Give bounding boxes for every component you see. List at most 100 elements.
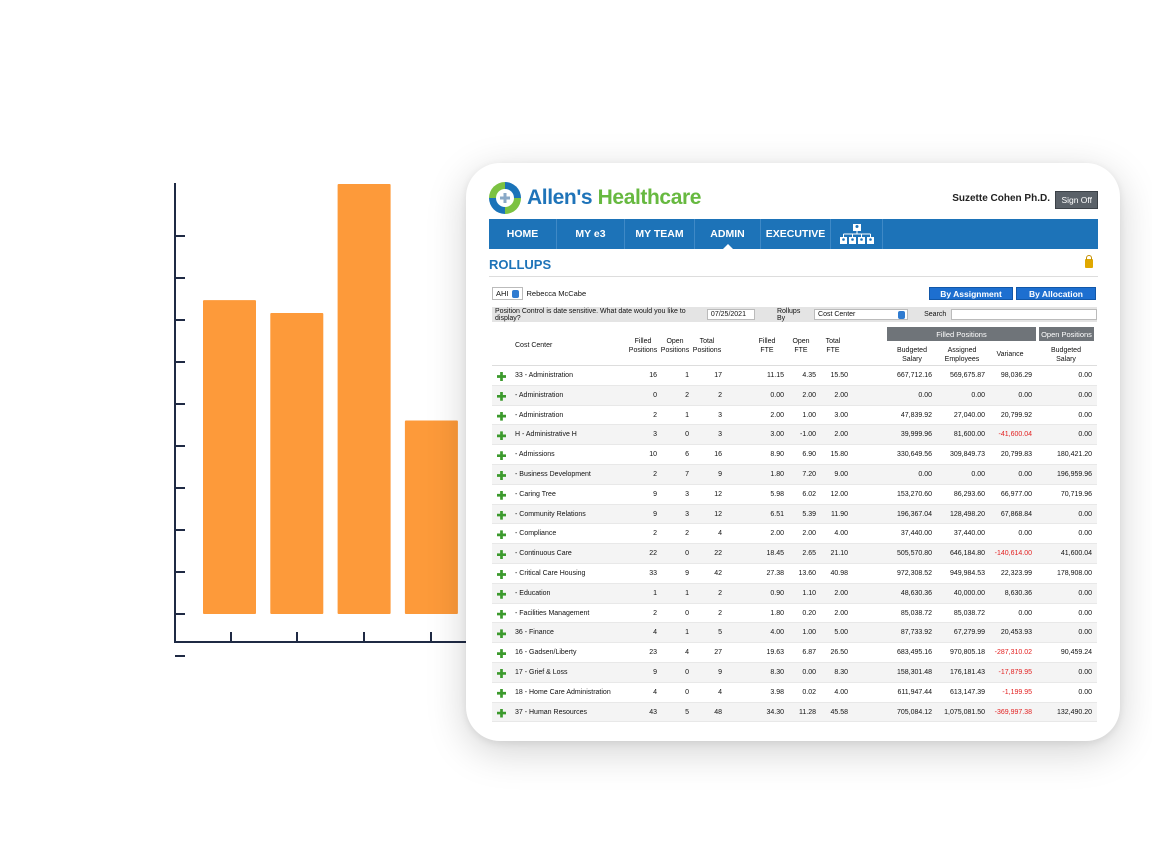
nav-my-e3[interactable]: MY e3: [557, 219, 625, 249]
table-row[interactable]: - Admissions 10 6 16 8.90 6.90 15.80 330,649.56…: [492, 445, 1097, 465]
cell-total-positions: 3: [718, 411, 722, 419]
cell-budgeted-salary: 972,308.52: [896, 569, 932, 577]
nav-executive[interactable]: EXECUTIVE: [761, 219, 831, 249]
user-name: Suzette Cohen Ph.D.: [952, 193, 1050, 204]
cell-total-fte: 2.00: [834, 391, 848, 399]
expand-plus-icon[interactable]: [497, 490, 506, 500]
cell-assigned-employees: 970,805.18: [949, 649, 985, 657]
cell-total-positions: 16: [714, 451, 722, 459]
filter-bar: Position Control is date sensitive. What…: [492, 307, 1097, 322]
expand-plus-icon[interactable]: [497, 629, 506, 639]
header-line: Salary: [902, 356, 922, 363]
date-input[interactable]: 07/25/2021: [706, 309, 755, 320]
col-filled-fte: Filled FTE: [752, 337, 782, 355]
col-variance: Variance: [996, 351, 1024, 358]
cell-open-fte: 1.00: [802, 411, 816, 419]
sign-off-button[interactable]: Sign Off: [1055, 191, 1098, 209]
table-row[interactable]: - Facilities Management 2 0 2 1.80 0.20 2.00 85…: [492, 604, 1097, 624]
header-line: FTE: [794, 347, 808, 354]
table-row[interactable]: - Administration 2 1 3 2.00 1.00 3.00 47,839.92…: [492, 406, 1097, 426]
table-row[interactable]: 37 - Human Resources 43 5 48 34.30 11.28 45.58…: [492, 702, 1097, 723]
expand-plus-icon[interactable]: [497, 510, 506, 520]
expand-plus-icon[interactable]: [497, 391, 506, 401]
nav-home[interactable]: HOME: [489, 219, 557, 249]
rollups-by-select[interactable]: Cost Center: [814, 309, 909, 320]
cell-open-fte: 1.10: [802, 589, 816, 597]
cell-filled-fte: 34.30: [766, 708, 784, 716]
expand-plus-icon[interactable]: [497, 411, 506, 421]
cell-open-positions: 3: [685, 510, 689, 518]
expand-plus-icon[interactable]: [497, 668, 506, 678]
table-row[interactable]: 33 - Administration 16 1 17 11.15 4.35 15.50 66…: [492, 366, 1097, 386]
page-title: ROLLUPS: [489, 257, 552, 272]
col-open-fte: Open FTE: [786, 337, 816, 355]
lock-icon[interactable]: [1085, 255, 1093, 268]
cell-filled-fte: 8.30: [770, 668, 784, 676]
expand-plus-icon[interactable]: [497, 470, 506, 480]
header-line: Total: [699, 338, 715, 345]
nav-admin[interactable]: ADMIN: [695, 219, 761, 249]
expand-plus-icon[interactable]: [497, 708, 506, 718]
cell-cost-center: - Facilities Management: [515, 609, 590, 617]
expand-plus-icon[interactable]: [497, 530, 506, 540]
cell-cost-center: 36 - Finance: [515, 629, 554, 637]
table-row[interactable]: 18 - Home Care Administration 4 0 4 3.98 0.02…: [492, 683, 1097, 703]
cell-variance: -17,879.95: [998, 668, 1032, 676]
cell-open-fte: 13.60: [798, 569, 816, 577]
main-nav: HOME MY e3 MY TEAM ADMIN EXECUTIVE: [489, 219, 1098, 249]
cell-assigned-employees: 613,147.39: [949, 688, 985, 696]
table-row[interactable]: - Continuous Care 22 0 22 18.45 2.65 21.10 505,…: [492, 544, 1097, 564]
cell-filled-fte: 0.00: [770, 391, 784, 399]
table-row[interactable]: H - Administrative H 3 0 3 3.00 -1.00 2.00 39,9…: [492, 425, 1097, 446]
cell-open-fte: 1.00: [802, 629, 816, 637]
brand-logo[interactable]: Allen's Healthcare: [489, 181, 701, 215]
table-row[interactable]: - Critical Care Housing 33 9 42 27.38 13.60 40…: [492, 564, 1097, 584]
by-allocation-button[interactable]: By Allocation: [1016, 287, 1096, 300]
table-row[interactable]: - Caring Tree 9 3 12 5.98 6.02 12.00 153,270.60…: [492, 485, 1097, 505]
expand-plus-icon[interactable]: [497, 569, 506, 579]
org-chart-icon[interactable]: [831, 219, 883, 249]
expand-plus-icon[interactable]: [497, 649, 506, 659]
rollups-by-value: Cost Center: [818, 311, 856, 318]
expand-plus-icon[interactable]: [497, 451, 506, 461]
cell-total-fte: 21.10: [830, 550, 848, 558]
cell-total-fte: 2.00: [834, 431, 848, 439]
by-assignment-button[interactable]: By Assignment: [929, 287, 1013, 300]
table-row[interactable]: - Compliance 2 2 4 2.00 2.00 4.00 37,440.00 37,4…: [492, 524, 1097, 545]
table-row[interactable]: - Administration 0 2 2 0.00 2.00 2.00 0.00 0.00 0…: [492, 385, 1097, 406]
cell-assigned-employees: 27,040.00: [953, 411, 985, 419]
expand-plus-icon[interactable]: [497, 609, 506, 619]
cell-cost-center: - Business Development: [515, 470, 591, 478]
cell-open-fte: 5.39: [802, 510, 816, 518]
cell-open-fte: 4.35: [802, 372, 816, 379]
cell-variance: 67,868.84: [1000, 510, 1032, 518]
entity-select[interactable]: AHI: [492, 287, 523, 300]
cell-total-fte: 2.00: [834, 589, 848, 597]
cell-filled-positions: 9: [653, 668, 657, 676]
table-row[interactable]: - Business Development 2 7 9 1.80 7.20 9.00 0.0…: [492, 464, 1097, 485]
cell-cost-center: - Admissions: [515, 451, 555, 459]
table-row[interactable]: - Education 1 1 2 0.90 1.10 2.00 48,630.36 40,00…: [492, 583, 1097, 604]
cell-filled-positions: 4: [653, 629, 657, 637]
expand-plus-icon[interactable]: [497, 372, 506, 381]
expand-plus-icon[interactable]: [497, 550, 506, 560]
col-total-positions: Total Positions: [687, 337, 727, 355]
cell-cost-center: - Compliance: [515, 530, 557, 538]
cell-assigned-employees: 0.00: [971, 470, 985, 478]
brand-name-part1: Allen's: [527, 186, 593, 209]
expand-plus-icon[interactable]: [497, 431, 506, 441]
table-row[interactable]: - Community Relations 9 3 12 6.51 5.39 11.90 19…: [492, 504, 1097, 525]
expand-plus-icon[interactable]: [497, 589, 506, 599]
cell-total-positions: 12: [714, 510, 722, 518]
table-row[interactable]: 36 - Finance 4 1 5 4.00 1.00 5.00 87,733.92 67,2…: [492, 623, 1097, 644]
expand-plus-icon[interactable]: [497, 688, 506, 698]
search-input[interactable]: [951, 309, 1097, 320]
cell-filled-fte: 1.80: [770, 470, 784, 478]
logo-mark-icon: [489, 182, 521, 214]
open-positions-group-header: Open Positions: [1039, 327, 1094, 341]
table-row[interactable]: 16 - Gadsen/Liberty 23 4 27 19.63 6.87 26.50 68…: [492, 643, 1097, 663]
cell-budgeted-salary: 0.00: [918, 391, 932, 399]
table-row[interactable]: 17 - Grief & Loss 9 0 9 8.30 0.00 8.30 158,301.…: [492, 662, 1097, 683]
nav-my-team[interactable]: MY TEAM: [625, 219, 695, 249]
header-line: Open: [666, 338, 684, 345]
